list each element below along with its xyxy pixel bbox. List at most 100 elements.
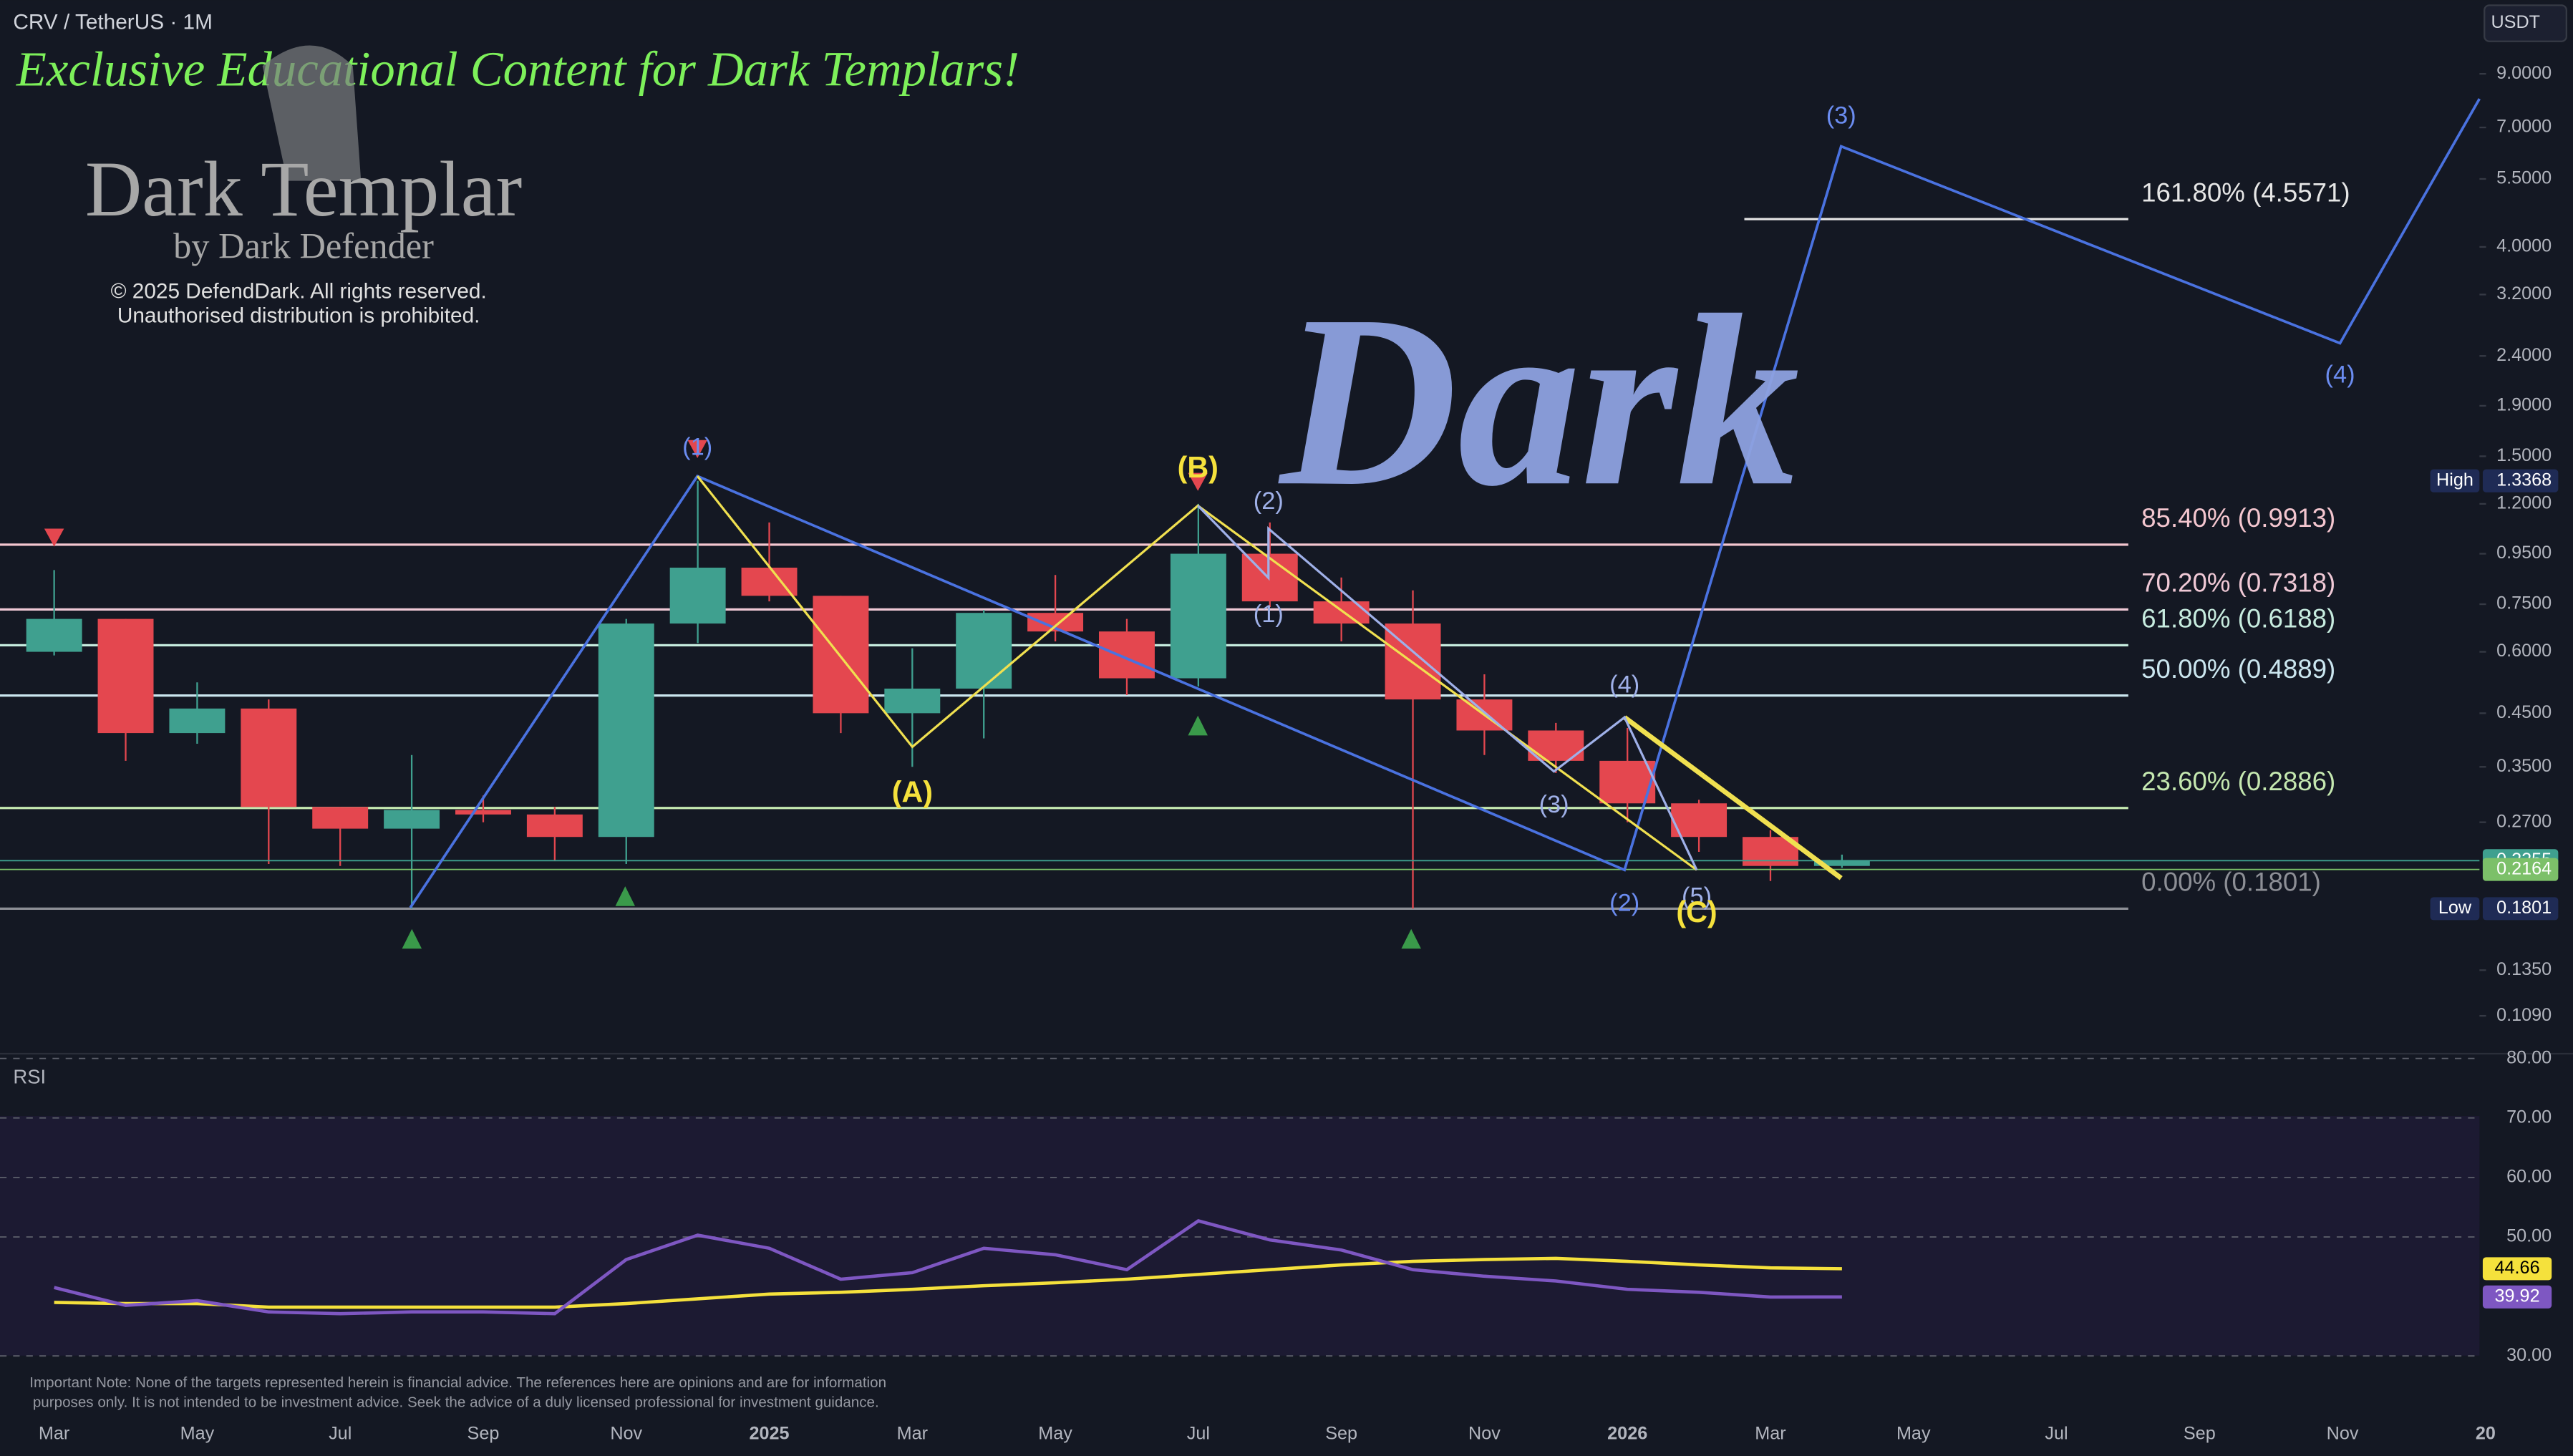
fib-label: 50.00% (0.4889) bbox=[2141, 654, 2335, 684]
sell-marker bbox=[1188, 472, 1208, 491]
y-tick-label: 60.00 bbox=[2506, 1167, 2552, 1187]
candle-body bbox=[1313, 601, 1370, 624]
fib-label: 23.60% (0.2886) bbox=[2141, 767, 2335, 796]
price-label-box bbox=[2482, 858, 2559, 881]
candle-body bbox=[1671, 803, 1728, 838]
candle-body bbox=[26, 618, 82, 652]
y-tick-label: 0.1090 bbox=[2496, 1005, 2552, 1025]
wave-label: (B) bbox=[1178, 451, 1218, 484]
candle-body bbox=[956, 613, 1012, 689]
disclaimer: Important Note: None of the targets repr… bbox=[29, 1374, 886, 1391]
value-label-box bbox=[2482, 1257, 2552, 1281]
x-tick-label: 2025 bbox=[749, 1423, 789, 1443]
buy-marker bbox=[1401, 928, 1421, 949]
sell-marker bbox=[687, 440, 707, 458]
y-tick-label: 3.2000 bbox=[2496, 283, 2552, 304]
buy-marker bbox=[615, 886, 636, 906]
candle-body bbox=[598, 623, 654, 838]
y-tick-label: 0.3500 bbox=[2496, 756, 2552, 776]
rsi-pane: RSI 80.00 70.00 60.00 50.00 30.00 44.66 39.92 bbox=[0, 1047, 2552, 1365]
wave-label: (2) bbox=[1254, 487, 1284, 515]
x-tick-label: Sep bbox=[467, 1423, 500, 1443]
rsi-line bbox=[54, 1219, 1842, 1316]
x-tick-label: Jul bbox=[1187, 1423, 1210, 1443]
y-tick-label: 0.4500 bbox=[2496, 702, 2552, 722]
x-tick-label: 20 bbox=[2476, 1423, 2496, 1443]
candle-body bbox=[384, 810, 440, 829]
buy-marker bbox=[402, 928, 422, 949]
wave-line bbox=[409, 98, 2481, 908]
currency-button[interactable] bbox=[2484, 4, 2567, 42]
x-tick-label: May bbox=[180, 1423, 215, 1443]
wave-line bbox=[1623, 715, 1843, 880]
candle-body bbox=[312, 807, 369, 829]
rsi-band bbox=[0, 1116, 2480, 1356]
candle-body bbox=[455, 810, 511, 815]
y-tick-label: 1.5000 bbox=[2496, 445, 2552, 465]
wave-label: (3) bbox=[1826, 102, 1856, 129]
fib-label: 0.00% (0.1801) bbox=[2141, 868, 2321, 897]
fib-label: 61.80% (0.6188) bbox=[2141, 604, 2335, 634]
y-tick-label: 4.0000 bbox=[2496, 236, 2552, 256]
y-tick-label: 1.9000 bbox=[2496, 395, 2552, 415]
wave-label: (A) bbox=[892, 776, 933, 809]
x-tick-label: Sep bbox=[2184, 1423, 2216, 1443]
price-label-tag bbox=[2430, 469, 2480, 492]
x-tick-label: Nov bbox=[2327, 1423, 2359, 1443]
candle-body bbox=[884, 688, 941, 714]
x-tick-label: May bbox=[1038, 1423, 1072, 1443]
y-tick-label: 30.00 bbox=[2506, 1345, 2552, 1365]
wave-line bbox=[1197, 505, 1698, 870]
y-tick-label: 2.4000 bbox=[2496, 345, 2552, 365]
symbol-title: CRV / TetherUS · 1M bbox=[13, 10, 213, 34]
price-label-box bbox=[2482, 469, 2559, 492]
x-tick-label: Nov bbox=[1468, 1423, 1501, 1443]
brand: Dark Templar bbox=[85, 145, 522, 233]
copyright: © 2025 DefendDark. All rights reserved. bbox=[111, 279, 487, 303]
price-label: 0.2164 bbox=[2496, 858, 2552, 878]
price-label-name: Low bbox=[2438, 898, 2472, 918]
candle-body bbox=[241, 708, 297, 807]
sell-marker bbox=[44, 528, 64, 547]
wave-label: (3) bbox=[1539, 791, 1569, 818]
wave-line bbox=[696, 475, 1697, 871]
fib-label: 161.80% (4.5571) bbox=[2141, 178, 2350, 207]
y-tick-label: 0.7500 bbox=[2496, 593, 2552, 613]
y-tick-label: 0.2700 bbox=[2496, 811, 2552, 831]
candle-body bbox=[1170, 553, 1226, 679]
y-tick-label: 7.0000 bbox=[2496, 117, 2552, 137]
y-tick-label: 0.9500 bbox=[2496, 543, 2552, 563]
x-tick-label: Jul bbox=[2045, 1423, 2068, 1443]
x-tick-label: 2026 bbox=[1607, 1423, 1647, 1443]
candle-body bbox=[169, 708, 226, 734]
candle-body bbox=[1099, 631, 1155, 679]
candle-body bbox=[526, 814, 583, 838]
big-watermark: Dark bbox=[1276, 265, 1799, 537]
wave-label: (1) bbox=[1254, 601, 1284, 628]
price-label: 1.3368 bbox=[2496, 470, 2552, 490]
candle-body bbox=[669, 568, 726, 624]
rsi-line bbox=[54, 1256, 1842, 1309]
value-label: 44.66 bbox=[2495, 1258, 2540, 1278]
wave-label: (C) bbox=[1676, 896, 1717, 928]
wave-label: (1) bbox=[682, 433, 712, 460]
y-tick-label: 70.00 bbox=[2506, 1107, 2552, 1127]
byline: by Dark Defender bbox=[173, 225, 434, 266]
value-label: 39.92 bbox=[2495, 1286, 2540, 1306]
wave-label: (4) bbox=[2325, 361, 2355, 388]
candle-body bbox=[1813, 860, 1870, 866]
price-label-name: High bbox=[2436, 470, 2473, 490]
buy-marker bbox=[1188, 715, 1208, 736]
currency-label[interactable]: USDT bbox=[2491, 12, 2540, 32]
banner: Exclusive Educational Content for Dark T… bbox=[16, 42, 1019, 96]
x-tick-label: Mar bbox=[1755, 1423, 1785, 1443]
wave-label: (2) bbox=[1609, 889, 1639, 916]
y-tick-label: 0.6000 bbox=[2496, 641, 2552, 661]
candle-body bbox=[813, 596, 869, 714]
signal-markers bbox=[44, 440, 1208, 547]
y-tick-label: 5.5000 bbox=[2496, 168, 2552, 188]
y-tick-label: 50.00 bbox=[2506, 1226, 2552, 1246]
x-tick-label: Mar bbox=[39, 1423, 69, 1443]
price-label-tag bbox=[2430, 897, 2480, 921]
